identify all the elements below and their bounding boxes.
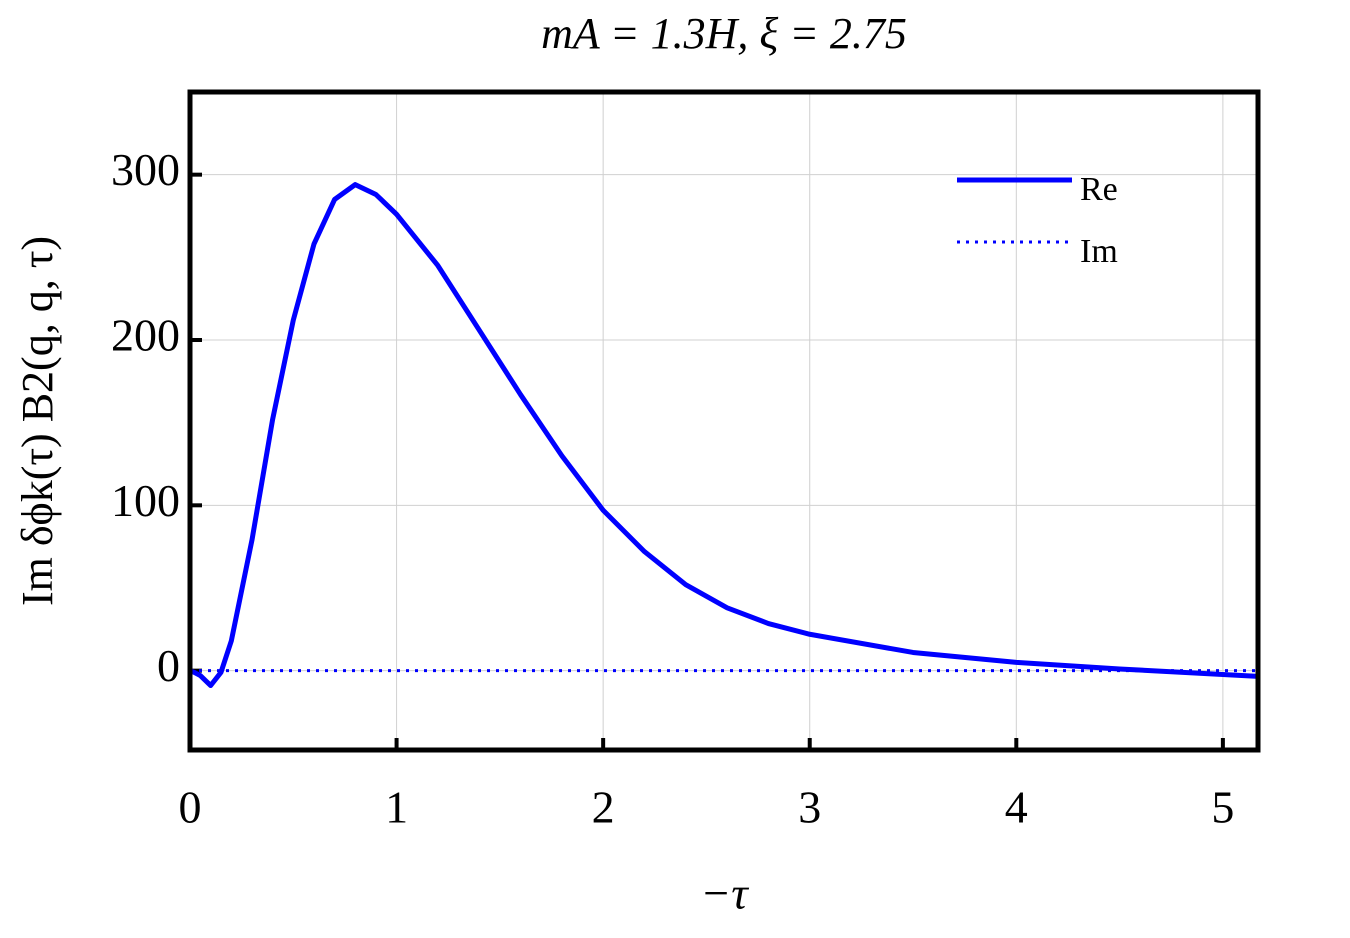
y-tick-label: 100 [111, 475, 180, 526]
x-tick-label: 4 [1005, 782, 1028, 833]
y-axis-label: Im δϕk(τ) B2(q, q, τ) [13, 236, 62, 606]
y-tick-label: 300 [111, 144, 180, 195]
x-tick-label: 2 [592, 782, 615, 833]
legend-label: Re [1080, 171, 1118, 208]
series-line [190, 182, 1258, 689]
x-tick-label: 5 [1211, 782, 1234, 833]
chart-title: mA = 1.3H, ξ = 2.75 [541, 9, 907, 58]
x-axis-label: −τ [700, 868, 749, 919]
y-tick-label: 0 [157, 640, 180, 691]
plot-frame [187, 89, 1261, 753]
x-tick-label: 0 [179, 782, 202, 833]
legend-label: Im [1080, 233, 1118, 270]
x-tick-label: 1 [385, 782, 408, 833]
y-tick-label: 200 [111, 310, 180, 361]
x-tick-label: 3 [798, 782, 821, 833]
